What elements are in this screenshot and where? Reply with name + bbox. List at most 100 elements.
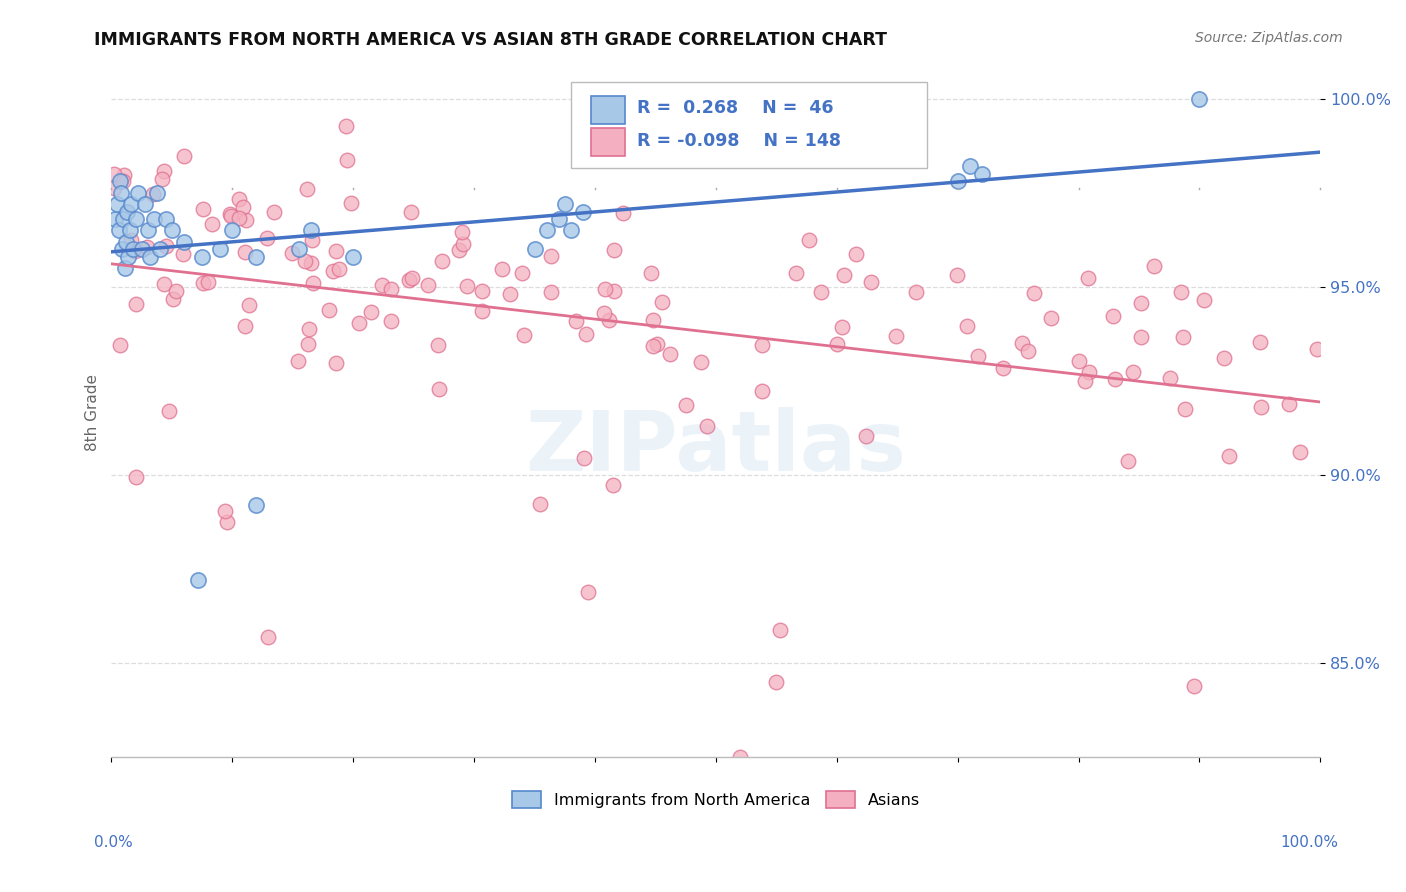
Point [450,225,472,239]
Point [1129,330,1152,344]
Point [398,273,420,287]
Point [884,329,907,343]
Point [235,318,257,333]
Point [142,186,165,201]
Point [120,197,142,211]
Point [651,295,673,310]
Point [593,282,616,296]
Point [256,231,278,245]
Point [232,200,254,214]
Point [603,243,626,257]
Point [318,302,340,317]
Point [1171,329,1194,343]
Point [810,285,832,300]
Point [162,292,184,306]
Point [946,268,969,282]
Point [946,174,969,188]
Point [152,277,174,292]
Point [832,268,855,282]
Point [107,223,129,237]
Point [124,212,146,227]
Point [1182,679,1205,693]
Point [560,223,582,237]
Point [1249,334,1271,349]
Text: Source: ZipAtlas.com: Source: ZipAtlas.com [1195,31,1343,45]
Point [416,277,439,292]
Point [124,296,146,310]
Text: R = -0.098    N = 148: R = -0.098 N = 148 [637,132,841,150]
Point [294,253,316,268]
Point [193,202,215,217]
Point [111,174,134,188]
Point [157,404,180,418]
Point [1142,259,1164,273]
Point [288,242,311,256]
Point [1213,351,1236,366]
Point [598,313,620,327]
Point [108,338,131,352]
Point [152,164,174,178]
Point [118,223,141,237]
Point [956,318,979,333]
Text: 100.0%: 100.0% [1281,836,1339,850]
Point [122,242,145,256]
Point [124,244,146,258]
Point [209,242,232,256]
Point [263,205,285,219]
Point [572,204,595,219]
Point [799,234,821,248]
Point [602,478,624,492]
Point [235,212,257,227]
Point [1192,293,1215,308]
Point [1017,343,1039,358]
Point [299,223,322,237]
Y-axis label: 8th Grade: 8th Grade [86,375,100,451]
Point [905,285,928,299]
Point [565,314,588,328]
Point [347,316,370,330]
Point [295,182,318,196]
FancyBboxPatch shape [592,96,626,124]
Point [112,168,135,182]
Point [120,233,142,247]
FancyBboxPatch shape [592,128,626,156]
Point [335,119,357,133]
Point [115,204,138,219]
Point [645,336,668,351]
Point [110,186,132,200]
Point [471,285,494,299]
Point [165,284,187,298]
Point [612,205,634,219]
Point [136,223,159,237]
Point [1078,365,1101,379]
Point [575,326,598,341]
Point [142,212,165,227]
Point [139,250,162,264]
Point [228,192,250,206]
Text: ZIPatlas: ZIPatlas [526,407,907,488]
Point [112,212,135,227]
Point [256,630,278,644]
Point [360,304,382,318]
Point [399,205,422,219]
Point [322,264,344,278]
Point [172,247,194,261]
Point [554,197,576,211]
Point [193,277,215,291]
Point [512,328,534,343]
Point [281,245,304,260]
Point [769,623,792,637]
Point [1306,342,1329,356]
Point [111,242,134,256]
Point [328,262,350,277]
Point [150,172,173,186]
Point [1102,310,1125,324]
Point [641,339,664,353]
Point [689,354,711,368]
Point [115,235,138,249]
Point [219,207,242,221]
Point [855,429,877,443]
Point [114,260,136,275]
Point [187,574,209,588]
Point [302,276,325,290]
